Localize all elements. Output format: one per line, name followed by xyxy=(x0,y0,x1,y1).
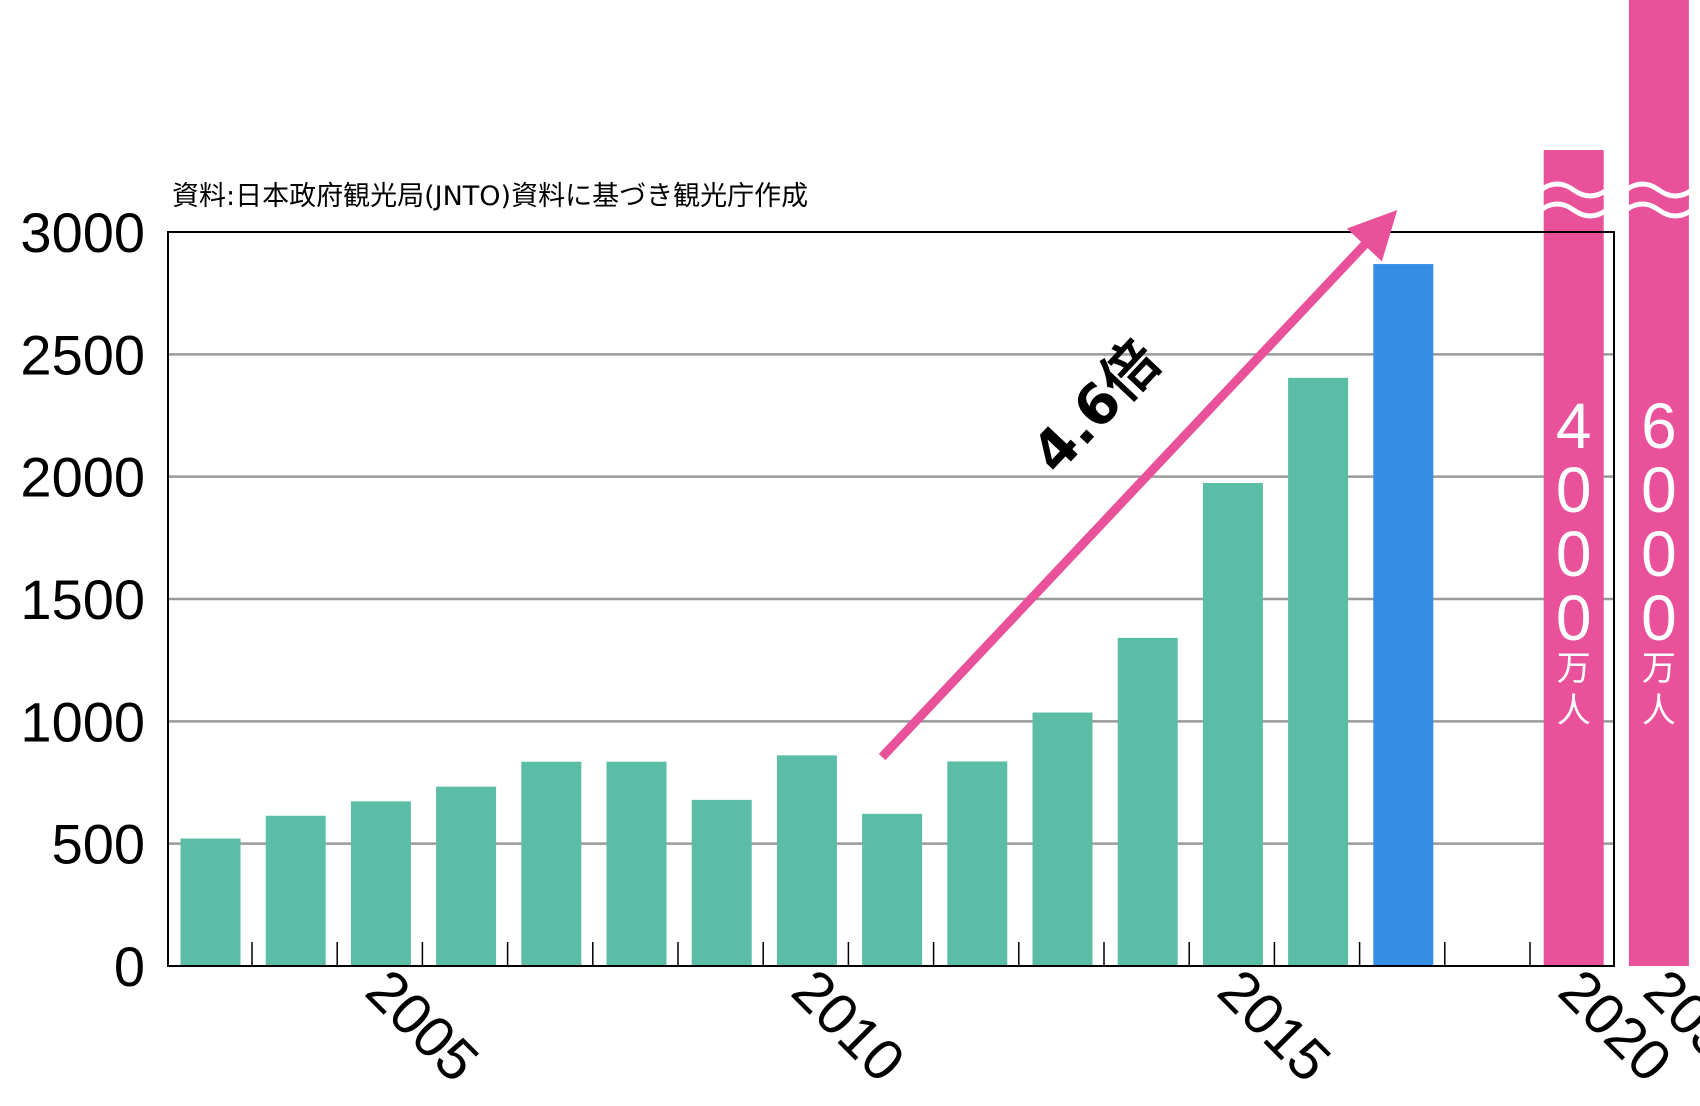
bar xyxy=(776,755,837,966)
bar xyxy=(436,786,497,966)
target-digit: 4 xyxy=(1556,390,1592,462)
y-tick-label: 2500 xyxy=(20,323,145,386)
y-tick-label: 500 xyxy=(52,813,145,876)
bar xyxy=(947,761,1008,966)
bar xyxy=(1032,712,1093,966)
axis-break-mark xyxy=(1539,201,1609,219)
target-digit: 0 xyxy=(1556,518,1592,590)
growth-arrow-shaft xyxy=(878,238,1371,761)
target-digit: 6 xyxy=(1641,390,1677,462)
source-note: 資料:日本政府観光局(JNTO)資料に基づき観光庁作成 xyxy=(172,181,808,212)
bar xyxy=(521,761,582,966)
plot-frame xyxy=(167,231,1615,967)
y-tick-label: 1000 xyxy=(20,690,145,753)
y-tick-label: 2000 xyxy=(20,446,145,509)
bar xyxy=(350,801,411,966)
axes xyxy=(167,231,1615,967)
growth-ratio-label: 4.6倍 xyxy=(1020,329,1174,487)
x-tick-label: 2010 xyxy=(780,957,917,1094)
target-unit: 万 xyxy=(1557,649,1591,689)
gridlines xyxy=(168,353,1614,845)
y-tick-label: 0 xyxy=(114,935,145,998)
bar xyxy=(265,815,326,966)
bars xyxy=(180,264,1434,967)
x-tick-label: 2005 xyxy=(354,957,491,1094)
bar xyxy=(1117,637,1178,966)
y-tick-label: 1500 xyxy=(20,568,145,631)
target-bar xyxy=(1628,0,1689,966)
bar xyxy=(862,813,923,966)
target-unit: 万 xyxy=(1642,649,1676,689)
target-bar xyxy=(1543,150,1604,966)
growth-arrow-head xyxy=(1346,210,1398,262)
y-axis-ticks: 0 500 1000 1500 2000 2500 3000 xyxy=(20,201,145,998)
bar xyxy=(691,799,752,966)
bar xyxy=(606,761,667,966)
x-tick-label: 2015 xyxy=(1206,957,1343,1094)
bar xyxy=(1202,483,1263,966)
target-unit: 人 xyxy=(1557,691,1591,731)
target-digit: 0 xyxy=(1556,454,1592,526)
axis-break-mark xyxy=(1624,201,1694,219)
bar xyxy=(180,838,241,966)
target-digit: 0 xyxy=(1641,454,1677,526)
y-tick-label: 3000 xyxy=(20,201,145,264)
bar xyxy=(1288,377,1349,967)
target-digit: 0 xyxy=(1556,582,1592,654)
axis-break-mark xyxy=(1624,181,1694,199)
target-digit: 0 xyxy=(1641,518,1677,590)
axis-break-mark xyxy=(1539,181,1609,199)
bar xyxy=(1373,264,1434,966)
target-digit: 0 xyxy=(1641,582,1677,654)
target-unit: 人 xyxy=(1642,691,1676,731)
